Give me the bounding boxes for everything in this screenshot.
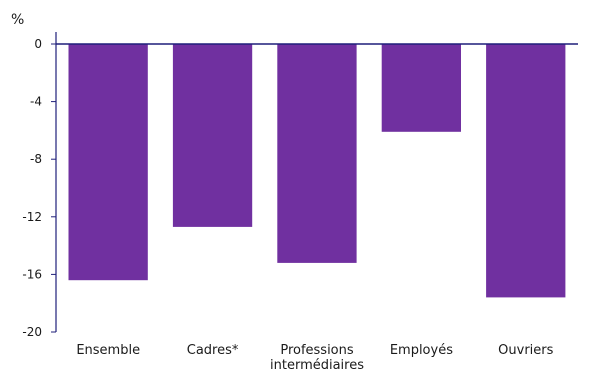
- bar-cadres: [172, 44, 253, 227]
- y-axis-unit-label: %: [11, 12, 24, 28]
- bar-ensemble: [68, 44, 148, 281]
- x-tick-label: Professions intermédiaires: [270, 343, 364, 369]
- x-labels: Ensemble Cadres* Professions intermédiaires…: [76, 343, 553, 369]
- bar-professions-interm-diaires: [277, 44, 357, 263]
- x-tick-label: Ouvriers: [498, 343, 553, 358]
- x-tick-label: Employés: [390, 343, 453, 358]
- bars: [68, 44, 566, 298]
- y-tick-label: -20: [22, 325, 42, 339]
- x-tick-label: Cadres*: [187, 343, 239, 358]
- bar-ouvriers: [486, 44, 566, 298]
- y-tick-label: -12: [22, 210, 42, 224]
- y-tick-label: -8: [30, 152, 42, 166]
- bar-employ-s: [381, 44, 461, 132]
- y-tick-label: 0: [34, 37, 42, 51]
- y-tick-label: -16: [22, 267, 42, 281]
- y-ticks: 0 -4 -8 -12 -16 -20: [22, 37, 56, 339]
- x-tick-label: Ensemble: [76, 343, 140, 358]
- y-tick-label: -4: [30, 95, 42, 109]
